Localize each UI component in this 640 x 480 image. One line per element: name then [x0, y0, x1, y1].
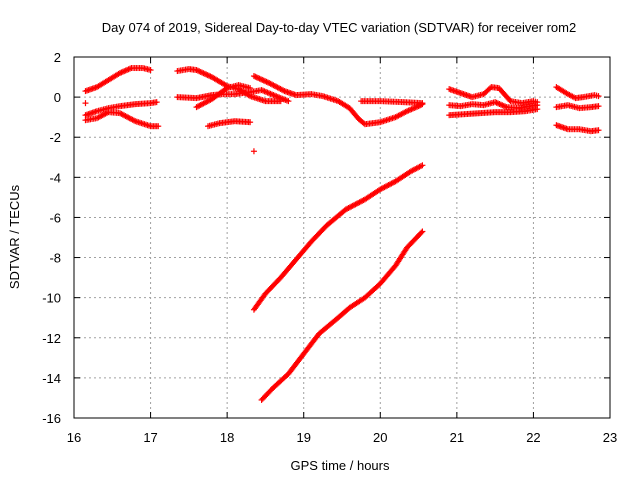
- series-arc-10: [250, 73, 426, 128]
- data-point: [285, 98, 292, 105]
- data-point: [193, 67, 200, 74]
- series-arc-12: [250, 162, 426, 313]
- data-point: [487, 85, 494, 92]
- data-point: [595, 127, 602, 134]
- data-point: [418, 229, 425, 236]
- data-point: [247, 119, 254, 126]
- data-point: [264, 79, 271, 86]
- data-point: [153, 99, 160, 106]
- data-point: [263, 78, 270, 85]
- series-arc-17: [553, 84, 602, 102]
- x-tick-label: 22: [526, 430, 540, 445]
- x-tick-label: 20: [373, 430, 387, 445]
- y-tick-label: -16: [42, 411, 61, 426]
- data-point: [259, 76, 266, 83]
- series-arc-19: [553, 122, 602, 135]
- data-point: [204, 72, 211, 79]
- data-point: [194, 67, 201, 74]
- data-point: [255, 74, 262, 81]
- data-point: [419, 162, 426, 169]
- data-point: [360, 120, 367, 127]
- y-tick-label: -2: [49, 130, 61, 145]
- data-point: [419, 228, 426, 235]
- data-point: [199, 69, 206, 76]
- y-tick-label: -10: [42, 291, 61, 306]
- y-tick-label: -12: [42, 331, 61, 346]
- data-point: [253, 74, 260, 81]
- series-arc-8: [205, 118, 254, 130]
- x-tick-label: 21: [450, 430, 464, 445]
- data-point: [595, 93, 602, 100]
- data-point: [147, 67, 154, 74]
- data-point: [155, 123, 162, 130]
- series-arc-16: [446, 106, 541, 119]
- data-point: [206, 72, 213, 79]
- data-point: [250, 148, 257, 155]
- data-point: [82, 100, 89, 107]
- data-points: [82, 65, 602, 403]
- x-tick-label: 23: [603, 430, 617, 445]
- data-point: [250, 73, 257, 80]
- series-arc-7: [193, 82, 254, 111]
- x-tick-label: 17: [143, 430, 157, 445]
- series-arc-11: [358, 98, 426, 107]
- chart-title: Day 074 of 2019, Sidereal Day-to-day VTE…: [102, 20, 576, 35]
- series-arc-14: [446, 84, 541, 107]
- data-point: [260, 77, 267, 84]
- data-point: [196, 68, 203, 75]
- y-axis-ticks: 2 0 -2 -4 -6 -8 -10 -12 -14 -16: [42, 50, 610, 426]
- data-point: [247, 85, 254, 92]
- data-point: [262, 78, 269, 85]
- data-point: [200, 70, 207, 77]
- data-point: [256, 75, 263, 82]
- x-tick-label: 16: [67, 430, 81, 445]
- y-tick-label: -14: [42, 371, 61, 386]
- data-point: [534, 106, 541, 113]
- y-tick-label: -4: [49, 170, 61, 185]
- series-arc-2: [82, 99, 160, 119]
- x-tick-label: 19: [296, 430, 310, 445]
- data-point: [419, 100, 426, 107]
- data-point: [257, 76, 264, 83]
- x-axis-label: GPS time / hours: [291, 458, 390, 473]
- data-point: [222, 86, 229, 93]
- data-point: [280, 87, 287, 94]
- y-axis-label: SDTVAR / TECUs: [7, 184, 22, 289]
- series-arc-1: [82, 65, 154, 95]
- series-arc-9: [250, 148, 257, 155]
- x-tick-label: 18: [220, 430, 234, 445]
- plot-frame: [73, 56, 611, 419]
- series-arc-4: [82, 100, 89, 107]
- series-arc-3: [82, 109, 162, 130]
- y-tick-label: 0: [54, 90, 61, 105]
- data-point: [201, 70, 208, 77]
- y-tick-label: -6: [49, 210, 61, 225]
- y-tick-label: 2: [54, 50, 61, 65]
- data-point: [252, 73, 259, 80]
- y-tick-label: -8: [49, 251, 61, 266]
- data-point: [203, 71, 210, 78]
- series-arc-13: [258, 228, 426, 403]
- series-arc-18: [553, 102, 602, 112]
- grid-lines: [74, 57, 610, 418]
- x-axis-ticks: 16 17 18 19 20 21 22 23: [67, 57, 617, 445]
- data-point: [595, 103, 602, 110]
- data-point: [130, 117, 137, 124]
- data-point: [197, 68, 204, 75]
